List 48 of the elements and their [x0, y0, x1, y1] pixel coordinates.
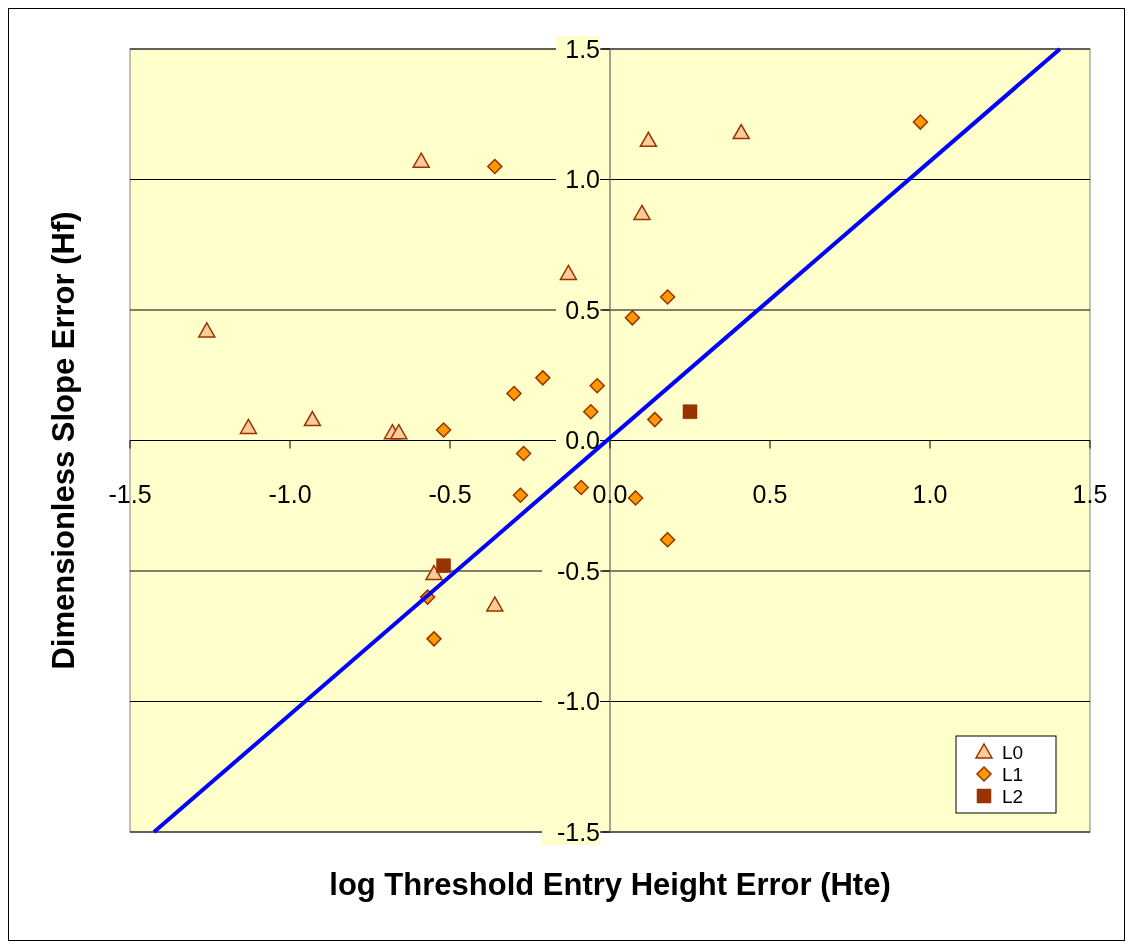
point: [583, 404, 599, 420]
point: [573, 479, 589, 496]
x-tick-label: -1.5: [108, 479, 152, 508]
point: [486, 596, 504, 612]
point: [412, 152, 430, 168]
point: [535, 370, 551, 386]
x-tick-label: 1.0: [912, 479, 948, 508]
x-axis-title: log Threshold Entry Height Error (Hte): [329, 867, 891, 902]
y-tick-label: -1.5: [556, 817, 600, 846]
x-tick-label: -0.5: [428, 479, 472, 508]
x-tick-label: 1.5: [1072, 479, 1108, 508]
point: [515, 445, 532, 462]
y-tick-label: 0.0: [565, 426, 600, 455]
point: [559, 264, 578, 281]
point: [624, 310, 641, 326]
point: [647, 411, 663, 428]
point: [659, 531, 676, 548]
point: [659, 289, 676, 305]
point: [633, 204, 651, 221]
point: [303, 410, 322, 427]
point: [425, 564, 443, 581]
x-tick-label: 0.5: [752, 479, 788, 508]
point: [627, 490, 644, 506]
y-tick-label: 1.5: [565, 34, 600, 63]
y-tick-label: 1.0: [565, 165, 600, 194]
point: [512, 487, 529, 504]
point: [589, 377, 605, 394]
y-tick-label: -1.0: [556, 687, 600, 716]
legend-label: L1: [1002, 763, 1024, 785]
point: [436, 558, 451, 574]
y-tick-label: -0.5: [556, 556, 600, 585]
point: [239, 418, 258, 435]
point: [639, 131, 658, 148]
y-tick-label: 0.5: [565, 295, 600, 324]
point: [390, 423, 408, 440]
point: [435, 422, 452, 438]
point: [682, 404, 698, 420]
point: [912, 114, 929, 130]
point: [732, 123, 750, 140]
legend-label: L2: [1002, 785, 1024, 807]
point: [487, 158, 503, 175]
point: [506, 385, 522, 402]
x-tick-label: 0.0: [592, 479, 628, 508]
legend-label: L0: [1002, 741, 1024, 763]
y-axis-title: Dimensionless Slope Error (Hf): [46, 211, 81, 670]
point: [198, 322, 216, 338]
point: [426, 631, 442, 647]
x-tick-label: -1.0: [268, 479, 312, 508]
